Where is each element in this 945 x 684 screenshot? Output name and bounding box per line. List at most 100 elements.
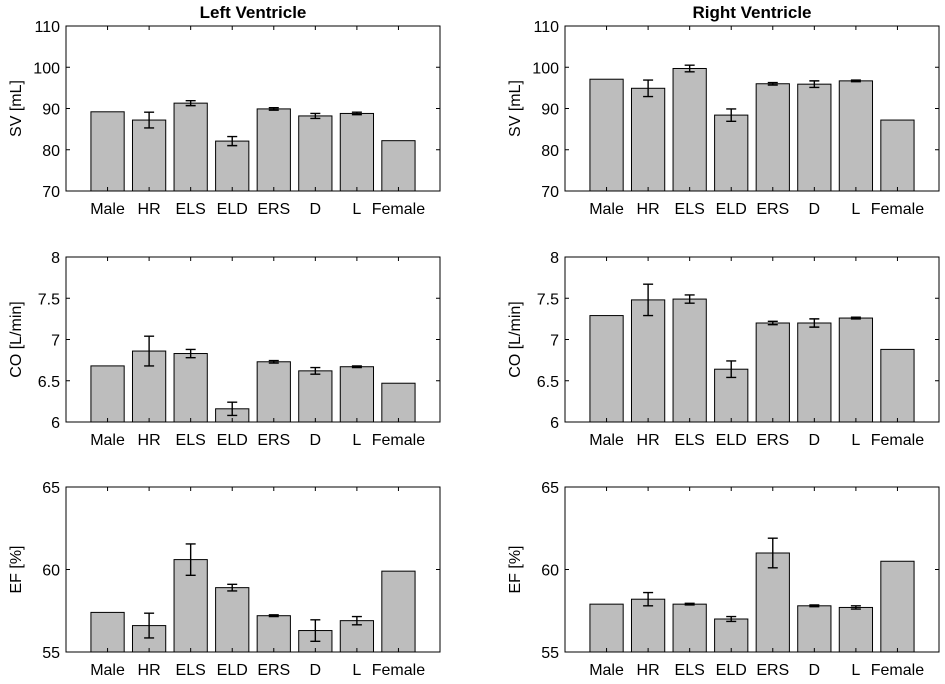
y-tick-label: 55	[42, 645, 60, 662]
panel-title: Right Ventricle	[692, 3, 811, 22]
error-bar-ers	[268, 106, 279, 111]
bar-female	[381, 382, 416, 423]
error-bar-d	[310, 112, 321, 120]
error-bar-els	[185, 348, 196, 359]
error-bar-eld	[726, 615, 737, 623]
bar-male	[589, 603, 624, 653]
bar-els	[173, 102, 208, 192]
axes-frame	[564, 486, 940, 653]
error-bar-ers	[268, 614, 279, 618]
bar-d	[298, 370, 333, 423]
error-bar-d	[809, 604, 820, 608]
x-tick-label: ELD	[217, 432, 248, 449]
y-axis-label: EF [%]	[8, 545, 25, 593]
error-bar-ers	[767, 320, 778, 326]
axes-frame	[564, 25, 940, 192]
error-bar-hr	[144, 612, 155, 639]
x-tick-label: ELS	[176, 201, 206, 218]
bar-hr	[630, 598, 666, 653]
error-bar-eld	[227, 583, 238, 592]
bar-female	[880, 560, 915, 653]
y-tick-label: 7.5	[38, 291, 60, 308]
x-tick-label: HR	[138, 662, 161, 679]
bar-els	[173, 353, 208, 423]
y-tick-label: 60	[541, 563, 559, 580]
bar-male	[589, 78, 624, 192]
error-bar-eld	[726, 108, 737, 122]
bar-l	[838, 317, 874, 423]
x-tick-label: L	[851, 662, 860, 679]
x-tick-label: ERS	[257, 432, 290, 449]
bar-hr	[131, 119, 167, 192]
bar-ers	[256, 108, 291, 192]
y-axis-label: SV [mL]	[8, 80, 25, 137]
chart-panel-5: Male HR ELS ELD ERS D L Female 55 60 65 EF [%]	[8, 480, 441, 679]
x-tick-label: ELD	[716, 432, 747, 449]
x-tick-label: ELS	[675, 201, 705, 218]
x-tick-label: ELS	[176, 432, 206, 449]
bar-hr	[630, 87, 666, 192]
x-tick-label: HR	[138, 201, 161, 218]
x-tick-label: ELD	[716, 662, 747, 679]
x-tick-label: ELD	[716, 201, 747, 218]
error-bar-d	[809, 318, 820, 328]
error-bar-d	[310, 619, 321, 642]
error-bar-els	[684, 64, 695, 73]
error-bar-ers	[767, 81, 778, 86]
bar-eld	[714, 618, 749, 653]
error-bar-els	[684, 602, 695, 606]
x-tick-label: Female	[372, 432, 425, 449]
x-tick-label: HR	[637, 432, 660, 449]
x-tick-label: ELD	[217, 662, 248, 679]
bar-d	[797, 322, 832, 423]
chart-panel-3: Male HR ELS ELD ERS D L Female 6 6.5 7 7.5 8 CO [L/mi…	[8, 250, 441, 449]
error-bar-ers	[268, 359, 279, 364]
y-axis-label: CO [L/min]	[8, 301, 25, 377]
x-tick-label: D	[310, 662, 322, 679]
bar-eld	[215, 587, 250, 653]
x-tick-label: ERS	[756, 432, 789, 449]
y-tick-label: 65	[42, 480, 60, 497]
x-tick-label: ELS	[675, 662, 705, 679]
x-tick-label: ELS	[176, 662, 206, 679]
bar-l	[838, 80, 874, 192]
y-tick-label: 80	[541, 143, 559, 160]
bar-els	[672, 298, 707, 423]
error-bar-ers	[767, 537, 778, 569]
bar-eld	[215, 140, 250, 192]
bar-eld	[714, 114, 749, 192]
error-bar-l	[351, 365, 362, 369]
x-tick-label: ERS	[756, 662, 789, 679]
y-tick-label: 8	[550, 250, 559, 267]
error-bar-l	[850, 316, 861, 320]
error-bar-l	[351, 615, 362, 626]
x-tick-label: Male	[90, 201, 125, 218]
bar-ers	[755, 552, 790, 653]
y-tick-label: 7.5	[537, 291, 559, 308]
x-tick-label: Female	[871, 432, 924, 449]
bar-female	[381, 140, 416, 192]
axes-frame	[564, 256, 940, 423]
error-bar-hr	[643, 591, 654, 607]
error-bar-els	[185, 543, 196, 576]
x-tick-label: D	[310, 201, 322, 218]
x-tick-label: Male	[90, 432, 125, 449]
x-tick-label: D	[809, 662, 821, 679]
bar-male	[90, 111, 125, 192]
y-axis-label: EF [%]	[507, 545, 524, 593]
bar-els	[672, 67, 707, 192]
error-bar-hr	[144, 111, 155, 129]
y-axis-label: CO [L/min]	[507, 301, 524, 377]
y-tick-label: 80	[42, 143, 60, 160]
chart-panel-6: Male HR ELS ELD ERS D L Female 55 60 65 EF [%]	[507, 480, 940, 679]
error-bar-hr	[643, 283, 654, 317]
y-tick-label: 110	[533, 19, 559, 36]
y-tick-label: 6	[550, 415, 559, 432]
y-tick-label: 110	[34, 19, 60, 36]
error-bar-eld	[227, 401, 238, 417]
bar-d	[298, 115, 333, 192]
bar-female	[880, 348, 915, 423]
error-bar-l	[850, 79, 861, 83]
x-tick-label: L	[352, 432, 361, 449]
